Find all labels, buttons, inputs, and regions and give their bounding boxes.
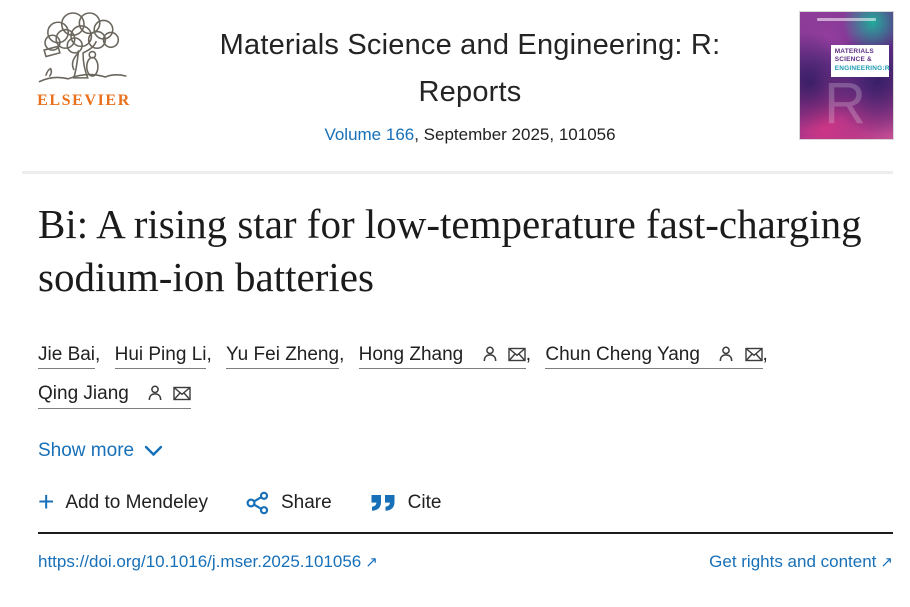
author-link[interactable]: Hong Zhang [358,343,526,370]
share-button[interactable]: Share [246,491,332,515]
show-more-label: Show more [38,440,135,462]
links-bar: https://doi.org/10.1016/j.mser.2025.1010… [0,534,910,572]
author-link[interactable]: Hui Ping Li [114,343,207,370]
email-envelope-icon [173,387,192,401]
doi-link[interactable]: https://doi.org/10.1016/j.mser.2025.1010… [38,552,378,572]
author-separator: , [762,343,768,365]
person-icon [483,346,496,361]
elsevier-tree-icon [38,12,127,83]
add-to-mendeley-button[interactable]: + Add to Mendeley [38,486,208,518]
external-link-icon: ↗ [365,554,378,572]
author-link[interactable]: Chun Cheng Yang [545,343,763,370]
journal-banner: ELSEVIER Materials Science and Engineeri… [0,0,910,145]
author-link[interactable]: Yu Fei Zheng [226,343,340,370]
author-list: Jie Bai, Hui Ping Li, Yu Fei Zheng, Hong… [38,335,893,415]
section-divider [38,532,893,535]
cover-title-line1: MATERIALS [834,48,874,56]
journal-title[interactable]: Materials Science and Engineering: R: Re… [219,29,721,108]
author-link[interactable]: Qing Jiang [38,382,192,410]
cover-top-text-strip [816,18,877,21]
share-label: Share [280,492,332,514]
action-bar: + Add to Mendeley Share Cite [38,486,893,518]
chevron-down-icon [144,446,163,457]
journal-info: Materials Science and Engineering: R: Re… [140,12,800,145]
author-separator: , [95,343,101,365]
show-more-button[interactable]: Show more [38,440,163,462]
email-envelope-icon [508,347,526,361]
person-icon [148,385,162,401]
article-title: Bi: A rising star for low-temperature fa… [38,200,862,301]
plus-icon: + [38,486,55,518]
issue-info-text: , September 2025, 101056 [414,124,616,144]
article-head: Bi: A rising star for low-temperature fa… [0,198,910,516]
cite-label: Cite [407,492,442,514]
cover-title-line2: SCIENCE & [834,56,872,64]
person-icon [719,346,733,361]
volume-link[interactable]: Volume 166 [324,124,415,144]
elsevier-wordmark: ELSEVIER [37,92,131,109]
quote-cite-icon [371,494,395,511]
email-envelope-icon [744,347,763,361]
author-link[interactable]: Jie Bai [38,343,96,370]
share-nodes-icon [246,492,269,515]
author-separator: , [206,343,212,365]
elsevier-logo: ELSEVIER [28,12,140,110]
author-separator: , [525,343,532,365]
add-to-mendeley-label: Add to Mendeley [65,492,208,514]
cover-title-box: MATERIALS SCIENCE & ENGINEERING:R [830,45,890,78]
author-separator: , [339,343,345,365]
volume-issue-line: Volume 166, September 2025, 101056 [140,125,800,145]
cite-button[interactable]: Cite [370,492,442,514]
journal-cover-image[interactable]: MATERIALS SCIENCE & ENGINEERING:R R [800,12,893,139]
cover-watermark-letter: R [824,71,867,136]
banner-divider [22,170,893,174]
cover-title-line3: ENGINEERING:R [834,64,890,72]
external-link-icon: ↗ [880,554,893,572]
get-rights-link[interactable]: Get rights and content ↗ [709,552,893,572]
